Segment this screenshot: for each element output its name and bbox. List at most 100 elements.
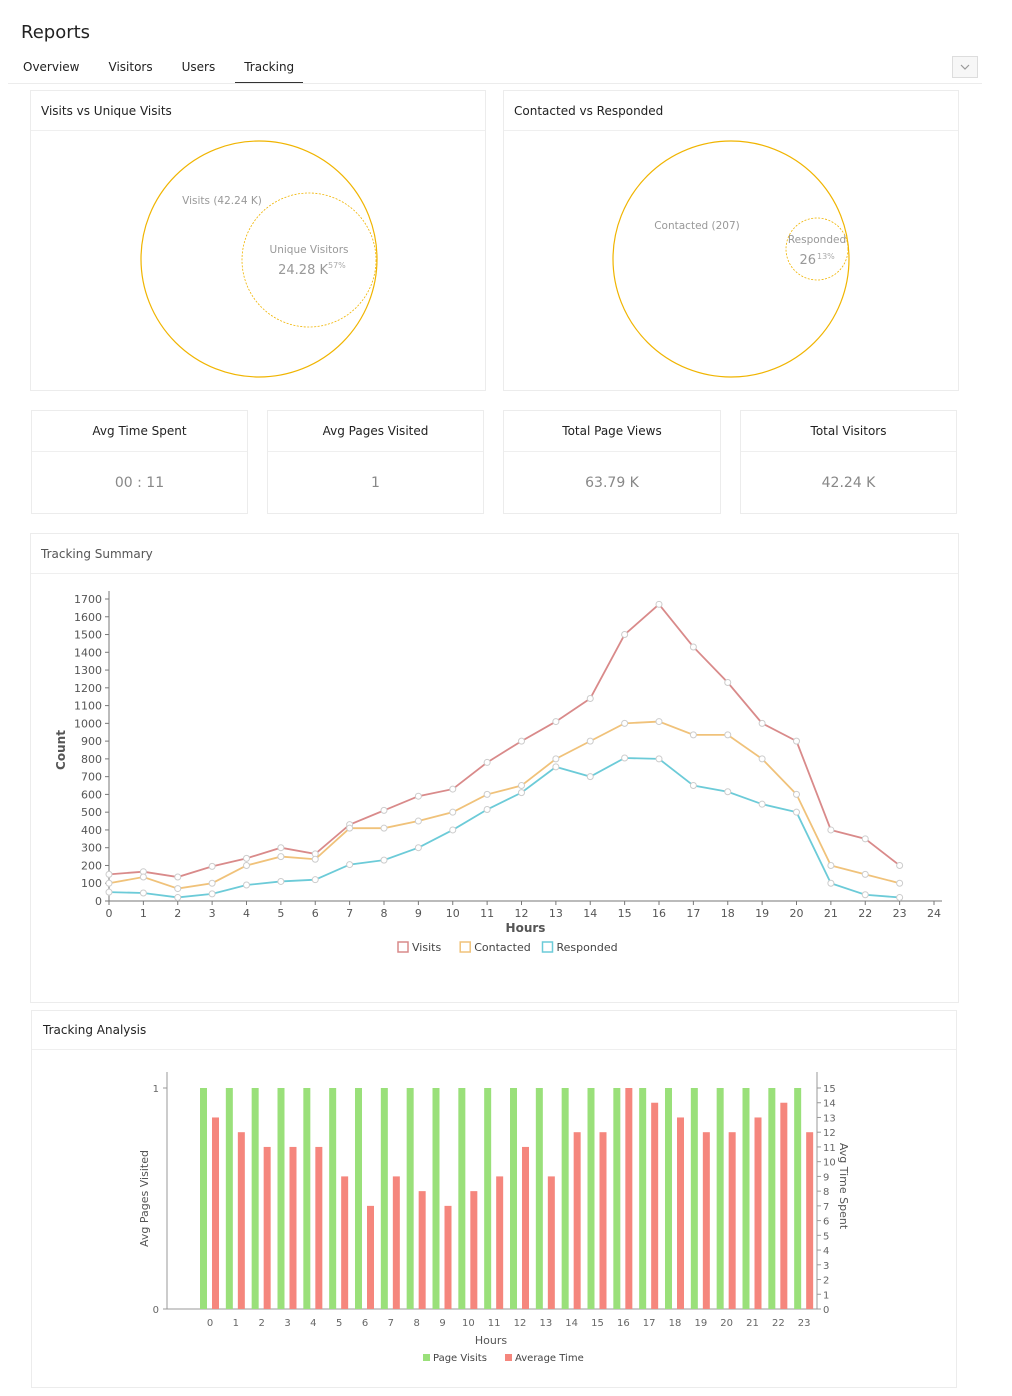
- legend-label-responded[interactable]: Responded: [557, 941, 618, 954]
- bar-average-time[interactable]: [522, 1146, 529, 1309]
- data-point-contacted[interactable]: [174, 885, 182, 893]
- bar-page-visits[interactable]: [613, 1088, 621, 1309]
- bar-page-visits[interactable]: [510, 1088, 517, 1309]
- data-point-visits[interactable]: [277, 844, 285, 852]
- data-point-contacted[interactable]: [861, 870, 869, 878]
- legend-label-average-time[interactable]: Average Time: [515, 1353, 584, 1364]
- series-line-visits[interactable]: [108, 603, 901, 878]
- data-point-visits[interactable]: [655, 600, 663, 608]
- data-point-responded[interactable]: [174, 893, 182, 901]
- data-point-contacted[interactable]: [243, 861, 250, 869]
- data-point-responded[interactable]: [724, 788, 732, 796]
- data-point-visits[interactable]: [518, 737, 525, 745]
- data-point-visits[interactable]: [827, 826, 835, 834]
- bar-average-time[interactable]: [315, 1146, 323, 1309]
- data-point-responded[interactable]: [346, 861, 354, 869]
- data-point-contacted[interactable]: [586, 737, 594, 745]
- data-point-contacted[interactable]: [896, 879, 904, 887]
- bar-average-time[interactable]: [728, 1132, 736, 1309]
- data-point-responded[interactable]: [277, 877, 285, 885]
- legend-swatch-page-visits[interactable]: [423, 1354, 430, 1361]
- bar-page-visits[interactable]: [716, 1088, 724, 1309]
- options-dropdown-button[interactable]: [952, 56, 978, 78]
- data-point-contacted[interactable]: [414, 817, 422, 825]
- data-point-visits[interactable]: [380, 806, 388, 814]
- bar-page-visits[interactable]: [458, 1088, 466, 1309]
- data-point-contacted[interactable]: [518, 782, 525, 790]
- data-point-contacted[interactable]: [689, 731, 697, 739]
- data-point-contacted[interactable]: [311, 855, 319, 863]
- data-point-contacted[interactable]: [552, 755, 560, 763]
- data-point-responded[interactable]: [552, 763, 560, 771]
- bar-page-visits[interactable]: [303, 1088, 311, 1309]
- data-point-contacted[interactable]: [208, 879, 216, 887]
- bar-page-visits[interactable]: [587, 1088, 595, 1309]
- bar-page-visits[interactable]: [639, 1088, 647, 1309]
- tab-users[interactable]: Users: [181, 60, 216, 74]
- bar-page-visits[interactable]: [484, 1088, 492, 1309]
- data-point-responded[interactable]: [827, 879, 835, 887]
- legend-swatch-responded[interactable]: [541, 941, 554, 953]
- bar-page-visits[interactable]: [561, 1088, 569, 1309]
- data-point-responded[interactable]: [621, 754, 629, 762]
- data-point-visits[interactable]: [208, 862, 216, 870]
- data-point-contacted[interactable]: [105, 879, 113, 887]
- legend-swatch-contacted[interactable]: [459, 941, 471, 953]
- data-point-contacted[interactable]: [793, 790, 800, 798]
- data-point-contacted[interactable]: [758, 755, 766, 763]
- data-point-visits[interactable]: [621, 631, 629, 639]
- tab-visitors[interactable]: Visitors: [108, 60, 153, 74]
- bar-average-time[interactable]: [806, 1132, 814, 1309]
- bar-average-time[interactable]: [418, 1191, 426, 1309]
- bar-page-visits[interactable]: [535, 1088, 543, 1309]
- data-point-visits[interactable]: [689, 643, 697, 651]
- data-point-responded[interactable]: [586, 773, 594, 781]
- data-point-responded[interactable]: [414, 844, 422, 852]
- bar-page-visits[interactable]: [355, 1088, 362, 1309]
- bar-page-visits[interactable]: [277, 1088, 285, 1309]
- bar-average-time[interactable]: [237, 1132, 245, 1309]
- data-point-responded[interactable]: [243, 881, 250, 889]
- legend-label-page-visits[interactable]: Page Visits: [433, 1353, 487, 1364]
- data-point-contacted[interactable]: [655, 718, 663, 726]
- data-point-responded[interactable]: [793, 808, 800, 816]
- bar-average-time[interactable]: [625, 1088, 633, 1309]
- bar-page-visits[interactable]: [225, 1088, 233, 1309]
- bar-average-time[interactable]: [677, 1117, 684, 1309]
- data-point-responded[interactable]: [139, 889, 147, 897]
- bar-page-visits[interactable]: [794, 1088, 802, 1309]
- data-point-responded[interactable]: [518, 789, 525, 797]
- bar-page-visits[interactable]: [380, 1088, 388, 1309]
- bar-average-time[interactable]: [341, 1176, 349, 1309]
- bar-page-visits[interactable]: [329, 1088, 337, 1309]
- series-line-responded[interactable]: [108, 757, 900, 899]
- bar-page-visits[interactable]: [690, 1088, 698, 1309]
- bar-average-time[interactable]: [444, 1205, 452, 1309]
- data-point-visits[interactable]: [586, 694, 594, 702]
- data-point-responded[interactable]: [380, 856, 388, 864]
- legend-swatch-visits[interactable]: [397, 941, 409, 953]
- bar-page-visits[interactable]: [768, 1088, 776, 1309]
- bar-page-visits[interactable]: [406, 1088, 414, 1309]
- bar-average-time[interactable]: [367, 1205, 374, 1309]
- bar-average-time[interactable]: [392, 1176, 400, 1309]
- bar-page-visits[interactable]: [432, 1088, 440, 1309]
- data-point-visits[interactable]: [105, 870, 113, 878]
- data-point-responded[interactable]: [689, 782, 697, 790]
- data-point-visits[interactable]: [174, 873, 182, 881]
- data-point-responded[interactable]: [105, 888, 113, 896]
- data-point-visits[interactable]: [896, 861, 904, 869]
- bar-average-time[interactable]: [702, 1132, 710, 1309]
- bar-page-visits[interactable]: [742, 1088, 750, 1309]
- bar-page-visits[interactable]: [665, 1088, 672, 1309]
- data-point-visits[interactable]: [243, 854, 250, 862]
- bar-average-time[interactable]: [496, 1176, 504, 1309]
- bar-average-time[interactable]: [599, 1132, 607, 1309]
- legend-swatch-average-time[interactable]: [505, 1354, 512, 1361]
- unique-visitors-circle[interactable]: [241, 192, 377, 328]
- data-point-responded[interactable]: [208, 890, 216, 898]
- contacted-circle[interactable]: [612, 140, 850, 378]
- data-point-responded[interactable]: [655, 755, 663, 763]
- data-point-contacted[interactable]: [277, 853, 285, 861]
- data-point-responded[interactable]: [449, 826, 457, 834]
